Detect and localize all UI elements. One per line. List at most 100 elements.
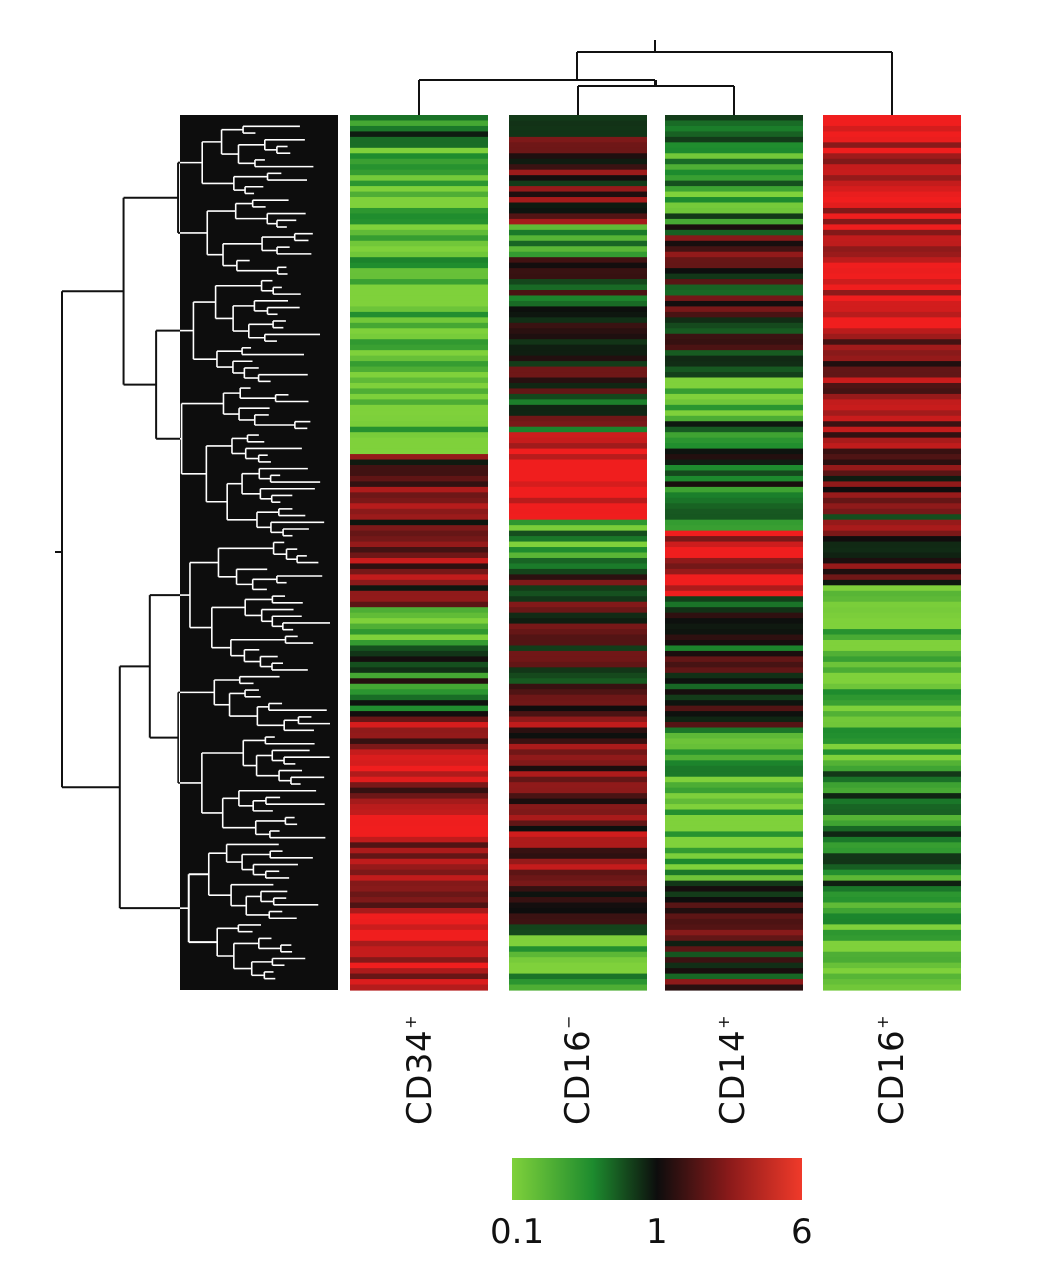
heatmap-column-cd14-plus bbox=[665, 115, 803, 991]
heatmap-cell bbox=[823, 295, 961, 302]
heatmap-cell bbox=[350, 169, 488, 176]
heatmap-cell bbox=[823, 251, 961, 258]
heatmap-cell bbox=[350, 722, 488, 729]
heatmap-cell bbox=[509, 798, 647, 805]
heatmap-cell bbox=[509, 202, 647, 209]
column-dendrogram bbox=[418, 40, 893, 115]
heatmap-cell bbox=[665, 853, 803, 860]
heatmap-cell bbox=[665, 448, 803, 455]
heatmap-cell bbox=[823, 454, 961, 461]
heatmap-cell bbox=[350, 809, 488, 816]
heatmap-cell bbox=[665, 207, 803, 215]
heatmap-cell bbox=[509, 754, 647, 761]
heatmap-cell bbox=[665, 787, 803, 794]
heatmap-cell bbox=[665, 300, 803, 308]
heatmap-cell bbox=[350, 661, 488, 668]
heatmap-cell bbox=[665, 891, 803, 898]
heatmap-cell bbox=[823, 804, 961, 811]
heatmap-cell bbox=[350, 880, 488, 887]
heatmap-cell bbox=[665, 820, 803, 827]
heatmap-cell bbox=[509, 328, 647, 335]
heatmap-cell bbox=[350, 497, 488, 504]
heatmap-cell bbox=[509, 350, 647, 357]
heatmap-cell bbox=[823, 142, 961, 149]
heatmap-cell bbox=[350, 798, 488, 805]
colorbar bbox=[512, 1158, 802, 1200]
heatmap-cell bbox=[823, 328, 961, 335]
heatmap-cell bbox=[665, 481, 803, 488]
heatmap-cell bbox=[665, 946, 803, 953]
heatmap-cell bbox=[509, 415, 647, 422]
heatmap-cell bbox=[509, 683, 647, 690]
heatmap-cell bbox=[350, 858, 488, 865]
heatmap-cell bbox=[350, 836, 488, 843]
heatmap-cell bbox=[823, 727, 961, 734]
heatmap-cell bbox=[350, 186, 488, 193]
heatmap-cell bbox=[823, 437, 961, 444]
heatmap-cell bbox=[350, 410, 488, 417]
heatmap-cell bbox=[350, 503, 488, 510]
heatmap-cell bbox=[350, 957, 488, 964]
heatmap-cell bbox=[665, 443, 803, 450]
heatmap-cell bbox=[509, 771, 647, 778]
heatmap-cell bbox=[665, 459, 803, 466]
heatmap-cell bbox=[823, 229, 961, 236]
heatmap-cell bbox=[509, 842, 647, 849]
heatmap-cell bbox=[665, 623, 803, 630]
heatmap-cell bbox=[509, 946, 647, 953]
heatmap-cell bbox=[665, 175, 803, 182]
heatmap-cell bbox=[350, 656, 488, 663]
heatmap-cell bbox=[350, 426, 488, 433]
heatmap-cell bbox=[823, 191, 961, 198]
heatmap-cell bbox=[665, 229, 803, 236]
heatmap-cell bbox=[509, 962, 647, 969]
heatmap-cell bbox=[665, 388, 803, 395]
heatmap-cell bbox=[509, 716, 647, 723]
heatmap-cell bbox=[823, 503, 961, 510]
heatmap-cell bbox=[509, 656, 647, 663]
heatmap-cell bbox=[823, 568, 961, 575]
heatmap-cell bbox=[665, 716, 803, 723]
heatmap-cell bbox=[350, 459, 488, 466]
heatmap-cell bbox=[509, 864, 647, 871]
heatmap-cell bbox=[509, 612, 647, 619]
heatmap-cell bbox=[665, 661, 803, 668]
heatmap-cell bbox=[665, 749, 803, 756]
heatmap-cell bbox=[350, 120, 488, 127]
heatmap-cell bbox=[665, 935, 803, 942]
heatmap-cell bbox=[665, 869, 803, 876]
heatmap-cell bbox=[509, 333, 647, 340]
heatmap-cell bbox=[509, 607, 647, 614]
heatmap-cell bbox=[509, 131, 647, 138]
heatmap-cell bbox=[350, 979, 488, 986]
heatmap-cell bbox=[823, 853, 961, 860]
heatmap-cell bbox=[509, 279, 647, 286]
heatmap-cell bbox=[665, 268, 803, 275]
heatmap-cell bbox=[509, 355, 647, 362]
heatmap-cell bbox=[665, 667, 803, 674]
heatmap-cell bbox=[823, 557, 961, 565]
heatmap-cell bbox=[509, 339, 647, 346]
heatmap-cell bbox=[350, 470, 488, 477]
heatmap-cell bbox=[509, 503, 647, 510]
heatmap-cell bbox=[509, 957, 647, 964]
heatmap-cell bbox=[823, 393, 961, 400]
heatmap-cell bbox=[823, 634, 961, 641]
heatmap-cell bbox=[665, 694, 803, 701]
heatmap-cell bbox=[665, 847, 803, 854]
heatmap-cell bbox=[509, 727, 647, 734]
heatmap-cell bbox=[823, 284, 961, 291]
heatmap-cell bbox=[509, 732, 647, 740]
heatmap-cell bbox=[665, 771, 803, 778]
heatmap-cell bbox=[509, 530, 647, 537]
heatmap-cell bbox=[823, 218, 961, 225]
heatmap-cell bbox=[665, 574, 803, 581]
heatmap-cell bbox=[665, 437, 803, 444]
heatmap-cell bbox=[665, 732, 803, 740]
heatmap-cell bbox=[665, 530, 803, 537]
heatmap-cell bbox=[665, 968, 803, 975]
heatmap-cell bbox=[350, 311, 488, 318]
heatmap-cell bbox=[823, 754, 961, 761]
heatmap-cell bbox=[823, 809, 961, 816]
heatmap-cell bbox=[350, 437, 488, 444]
